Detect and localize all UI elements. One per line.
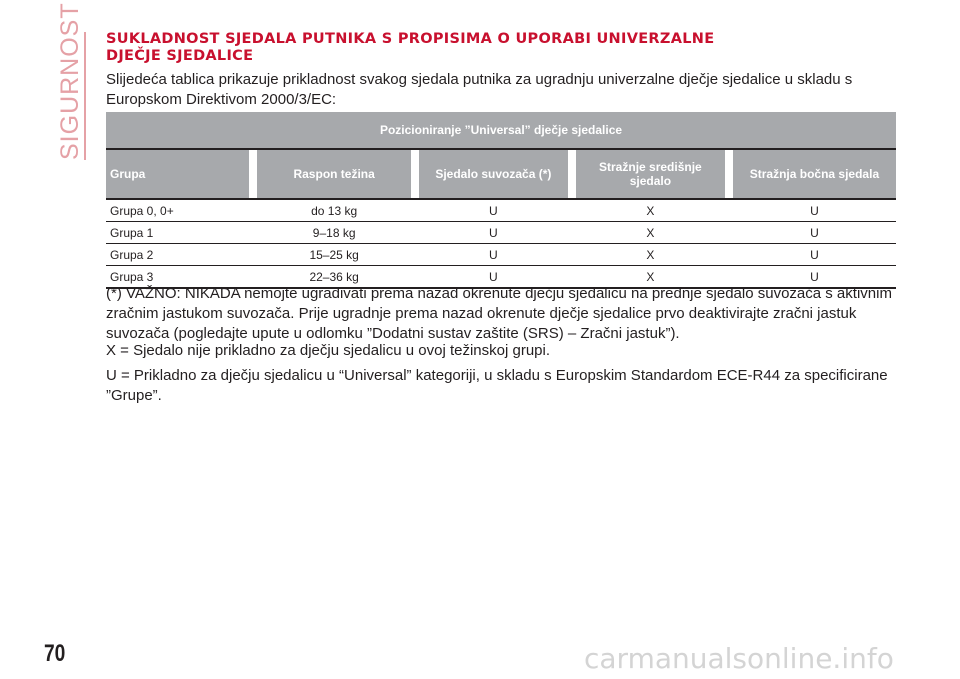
cell-weight: 9–18 kg [257, 221, 411, 244]
cell-rear-center: X [575, 243, 725, 266]
child-seat-table: Pozicioniranje ”Universal” dječje sjedal… [106, 112, 896, 289]
cell-rear-side: U [732, 265, 896, 289]
table-caption: Pozicioniranje ”Universal” dječje sjedal… [106, 112, 896, 150]
page-number: 70 [44, 640, 66, 667]
cell-front-passenger: U [418, 221, 568, 244]
header-separator [410, 149, 419, 200]
section-heading: SUKLADNOST SJEDALA PUTNIKA S PROPISIMA O… [106, 31, 896, 65]
side-divider [84, 32, 86, 160]
cell-front-passenger: U [418, 265, 568, 289]
cell-group: Grupa 2 [106, 243, 250, 266]
cell-rear-center: X [575, 221, 725, 244]
cell-weight: 22–36 kg [257, 265, 411, 289]
header-separator [567, 149, 576, 200]
cell-rear-center: X [575, 199, 725, 222]
table-row: Grupa 0, 0+ do 13 kg U X U [106, 199, 896, 222]
watermark-text: carmanualsonline.info [584, 642, 894, 675]
x-legend-note: X = Sjedalo nije prikladno za dječju sje… [106, 342, 551, 359]
cell-rear-side: U [732, 221, 896, 244]
warning-footnote: (*) VAŽNO: NIKADA nemojte ugrađivati pre… [106, 285, 892, 342]
cell-group: Grupa 0, 0+ [106, 199, 250, 222]
cell-rear-side: U [732, 199, 896, 222]
header-straznje-sredisnje: Stražnje središnje sjedalo [575, 149, 725, 200]
cell-rear-center: X [575, 265, 725, 289]
section-side-label: SIGURNOST [56, 2, 84, 160]
heading-line-2: DJEČJE SJEDALICE [106, 48, 254, 64]
header-straznja-bocna: Stražnja bočna sjedala [732, 149, 896, 200]
header-separator [249, 149, 258, 200]
cell-front-passenger: U [418, 243, 568, 266]
table-row: Grupa 3 22–36 kg U X U [106, 265, 896, 289]
table-row: Grupa 1 9–18 kg U X U [106, 221, 896, 244]
header-raspon-tezina: Raspon težina [257, 149, 411, 200]
cell-weight: 15–25 kg [257, 243, 411, 266]
table-caption-row: Pozicioniranje ”Universal” dječje sjedal… [106, 112, 896, 150]
table-header-row: Grupa Raspon težina Sjedalo suvozača (*)… [106, 149, 896, 200]
u-legend-note: U = Prikladno za dječju sjedalicu u “Uni… [106, 367, 888, 404]
cell-rear-side: U [732, 243, 896, 266]
cell-group: Grupa 3 [106, 265, 250, 289]
cell-weight: do 13 kg [257, 199, 411, 222]
header-sjedalo-suvozaca: Sjedalo suvozača (*) [418, 149, 568, 200]
header-grupa: Grupa [106, 149, 250, 200]
heading-line-1: SUKLADNOST SJEDALA PUTNIKA S PROPISIMA O… [106, 31, 715, 47]
intro-paragraph: Slijedeća tablica prikazuje prikladnost … [106, 71, 853, 108]
header-separator [724, 149, 733, 200]
cell-group: Grupa 1 [106, 221, 250, 244]
table-row: Grupa 2 15–25 kg U X U [106, 243, 896, 266]
cell-front-passenger: U [418, 199, 568, 222]
